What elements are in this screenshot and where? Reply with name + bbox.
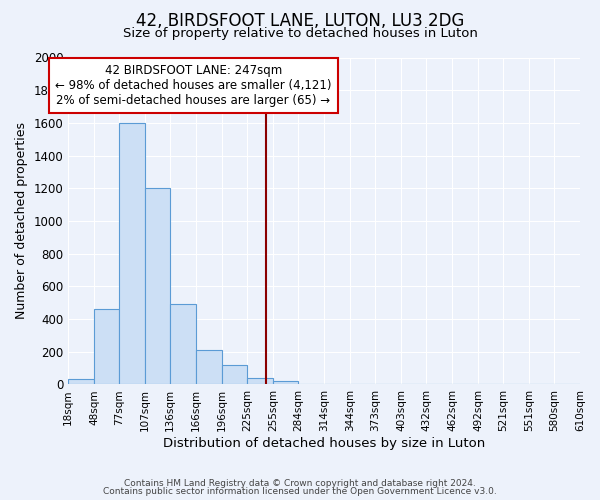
Bar: [68, 378, 94, 384]
X-axis label: Distribution of detached houses by size in Luton: Distribution of detached houses by size …: [163, 437, 485, 450]
Y-axis label: Number of detached properties: Number of detached properties: [15, 122, 28, 320]
Bar: [196, 350, 222, 384]
Text: 42, BIRDSFOOT LANE, LUTON, LU3 2DG: 42, BIRDSFOOT LANE, LUTON, LU3 2DG: [136, 12, 464, 30]
Bar: [145, 188, 170, 384]
Bar: [222, 365, 247, 384]
Text: 42 BIRDSFOOT LANE: 247sqm
← 98% of detached houses are smaller (4,121)
2% of sem: 42 BIRDSFOOT LANE: 247sqm ← 98% of detac…: [55, 64, 332, 107]
Bar: [94, 310, 119, 384]
Text: Contains HM Land Registry data © Crown copyright and database right 2024.: Contains HM Land Registry data © Crown c…: [124, 478, 476, 488]
Text: Size of property relative to detached houses in Luton: Size of property relative to detached ho…: [122, 28, 478, 40]
Bar: [119, 123, 145, 384]
Bar: [170, 304, 196, 384]
Text: Contains public sector information licensed under the Open Government Licence v3: Contains public sector information licen…: [103, 487, 497, 496]
Bar: [247, 378, 273, 384]
Bar: [273, 381, 298, 384]
